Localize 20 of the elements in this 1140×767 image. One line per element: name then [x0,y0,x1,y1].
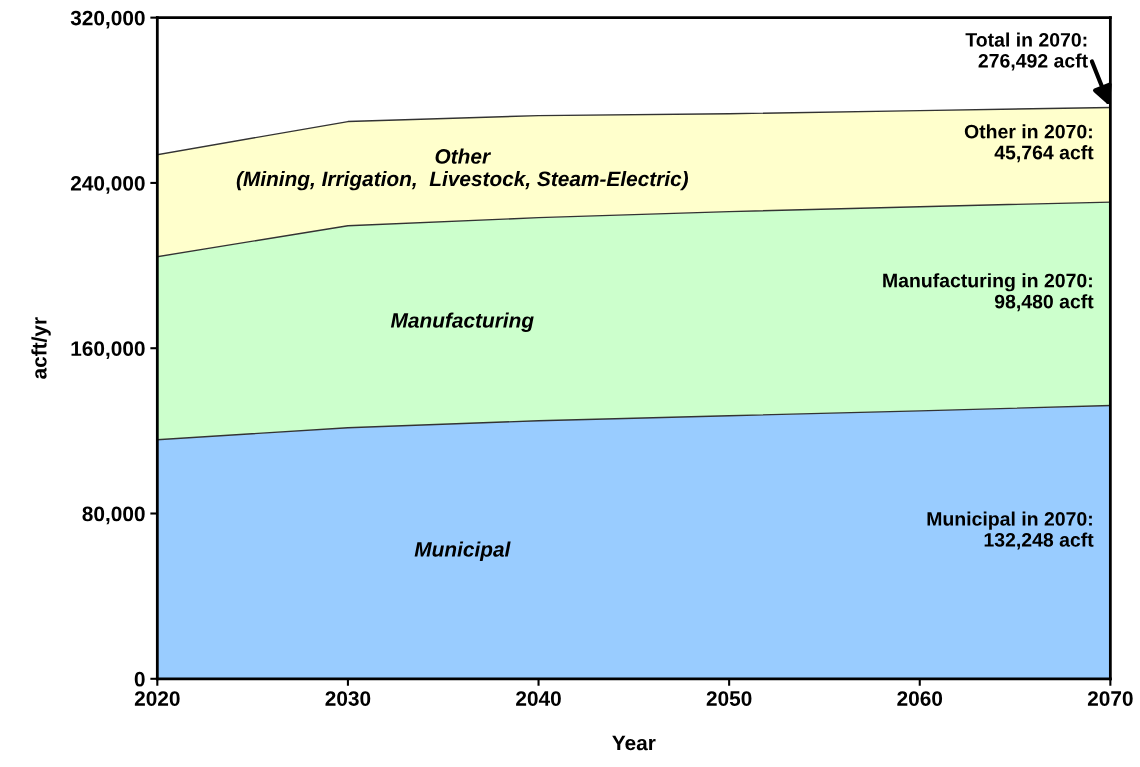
annotation: Manufacturing in 2070: 98,480 acft [883,273,1094,312]
x-axis-title: Year [612,735,656,751]
y-tick-label: 160,000 [71,341,145,359]
x-tick-label: 2020 [134,691,180,706]
x-tick-label: 2030 [325,691,371,706]
y-tick-label: 0 [134,671,145,687]
series-label: Municipal [414,541,511,561]
annotation: Municipal in 2070: 132,248 acft [927,511,1094,550]
annotation: Other in 2070: 45,764 acft [964,124,1094,163]
x-tick-label: 2060 [897,691,943,706]
x-tick-label: 2040 [516,691,561,706]
y-axis-title: acft/yr [31,317,51,379]
y-tick-label: 240,000 [70,175,145,194]
series-label: Other (Mining, Irrigation, Livestock, Steam-Electric) [236,148,689,191]
x-tick-label: 2050 [706,691,752,706]
series-label: Manufacturing [390,312,534,332]
y-tick-label: 80,000 [82,506,145,525]
x-tick-label: 2070 [1087,691,1133,706]
y-tick-label: 320,000 [70,10,145,29]
annotation: Total in 2070: 276,492 acft [965,32,1088,71]
